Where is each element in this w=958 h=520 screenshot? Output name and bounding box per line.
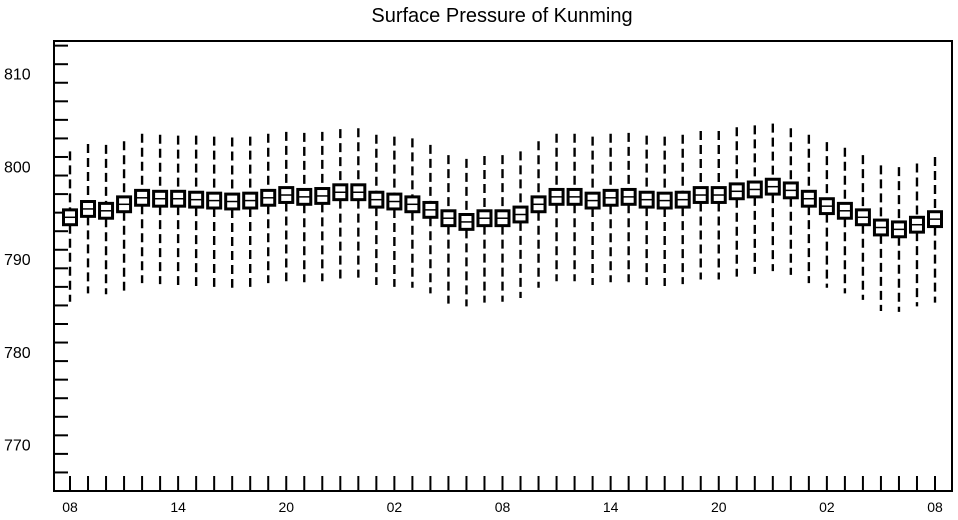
x-tick-label: 14 xyxy=(170,499,186,515)
x-tick-label: 14 xyxy=(603,499,619,515)
x-tick-label: 08 xyxy=(927,499,943,515)
x-tick-label: 02 xyxy=(819,499,835,515)
y-tick-label: 810 xyxy=(4,66,31,83)
y-tick-label: 780 xyxy=(4,345,31,362)
plot-frame xyxy=(53,40,953,492)
y-tick-label: 800 xyxy=(4,159,31,176)
chart-title: Surface Pressure of Kunming xyxy=(371,5,632,27)
x-tick-label: 02 xyxy=(387,499,403,515)
y-axis: 770 780 790 800 810 xyxy=(4,44,68,492)
x-tick-label: 08 xyxy=(62,499,78,515)
x-tick-label: 20 xyxy=(278,499,294,515)
x-tick-label: 20 xyxy=(711,499,727,515)
box-series xyxy=(62,123,943,312)
x-axis: 08 14 20 02 08 14 20 02 08 xyxy=(62,476,943,515)
x-tick-label: 08 xyxy=(495,499,511,515)
y-tick-label: 770 xyxy=(4,438,31,455)
y-tick-label: 790 xyxy=(4,252,31,269)
